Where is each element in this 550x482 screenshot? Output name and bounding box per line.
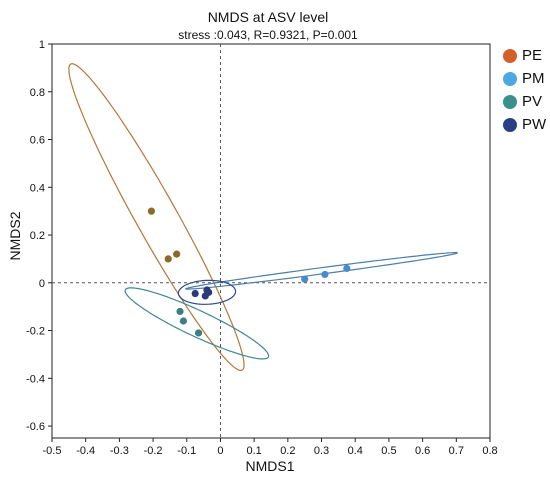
y-axis-label: NMDS2 [7,211,23,260]
point-pw [203,286,211,294]
y-tick-label: 1 [39,39,45,51]
y-tick-label: -0.2 [26,326,45,338]
legend-label: PE [522,47,543,64]
x-tick-label: 0 [217,445,223,457]
y-tick-label: 0 [39,278,45,290]
legend-item-pv: PV [503,90,546,113]
x-tick-label: 0.4 [348,445,363,457]
legend-swatch [503,94,517,109]
point-pv [176,307,184,316]
point-pw [191,289,199,298]
y-tick-label: 0.6 [30,135,45,147]
x-tick-label: 0.8 [482,445,497,457]
x-tick-label: -0.3 [110,445,129,457]
x-tick-label: 0.1 [247,445,262,457]
x-tick-label: 0.2 [280,445,295,457]
ellipse-pw [177,279,237,305]
legend-label: PW [522,116,547,133]
y-tick-label: 0.8 [30,87,45,99]
point-pe [173,250,181,258]
legend-item-pw: PW [503,113,546,136]
ellipse-pm [184,252,459,290]
point-pv [179,317,187,325]
y-tick-label: -0.4 [26,373,45,385]
legend-swatch [503,48,517,63]
x-tick-label: 0.3 [314,445,329,457]
x-tick-label: 0.5 [381,445,396,457]
legend-item-pe: PE [503,44,546,67]
point-pv [194,329,203,337]
point-pm [301,275,309,283]
legend-label: PV [522,93,543,110]
x-axis-label: NMDS1 [245,458,294,474]
plot-area: -0.5 -0.4 -0.3 -0.2 -0.1 0 0.1 0.2 0.3 0.4 0.5 0.6 0… [26,39,498,457]
point-pe [147,207,155,215]
x-tick-label: 0.6 [415,445,430,457]
x-tick-label: 0.7 [449,445,464,457]
x-tick-label: -0.2 [144,445,163,457]
plot-frame [51,43,491,439]
legend-swatch [503,71,517,86]
x-tick-label: -0.5 [43,445,62,457]
y-tick-label: 0.4 [30,182,45,194]
ellipse-pe [68,63,245,372]
chart-title: NMDS at ASV level [208,9,329,25]
legend-label: PM [522,70,545,87]
x-tick-label: -0.1 [177,445,196,457]
point-pm [343,264,351,273]
y-tick-label: -0.6 [26,421,45,433]
legend-item-pm: PM [503,67,546,90]
legend: PE PM PV PW [503,44,546,136]
chart-subtitle: stress :0.043, R=0.9321, P=0.001 [178,28,358,42]
point-pm [321,270,329,279]
x-tick-label: -0.4 [76,445,95,457]
legend-swatch [503,117,517,132]
ellipse-pv [124,287,270,360]
point-pe [164,255,172,263]
y-tick-label: 0.2 [30,230,45,242]
